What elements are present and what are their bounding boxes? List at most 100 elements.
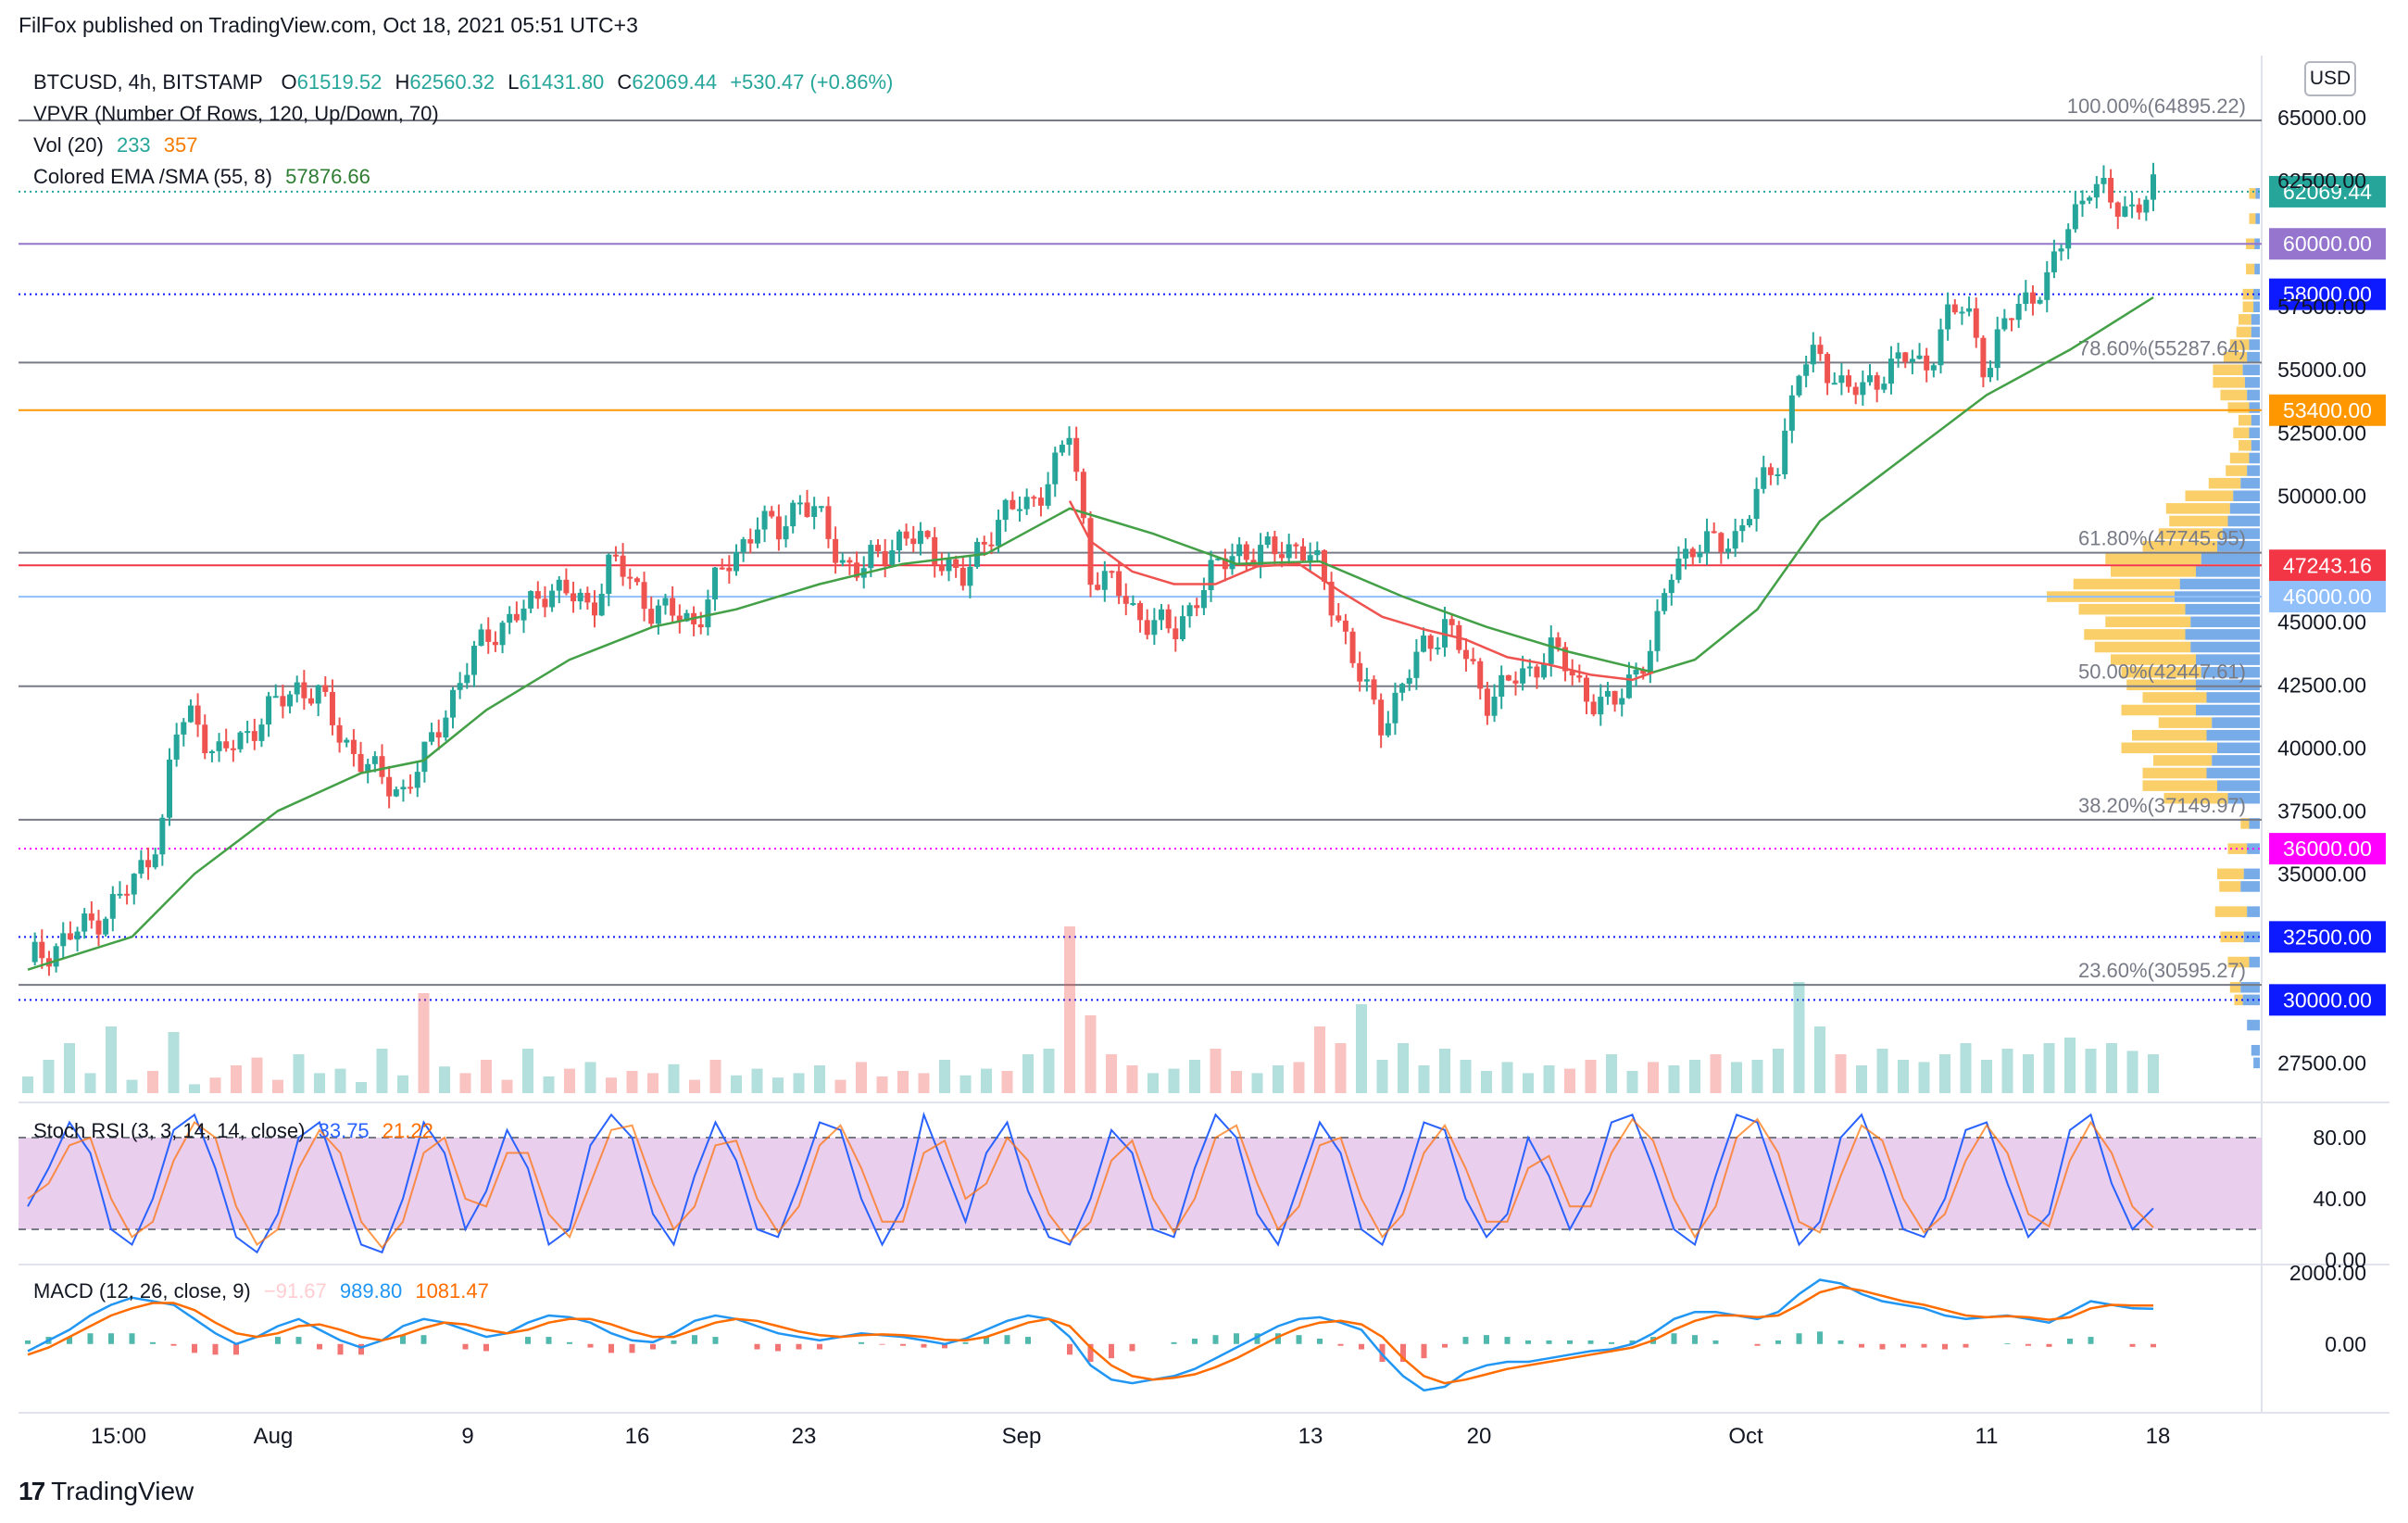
- symbol-label[interactable]: BTCUSD, 4h, BITSTAMP: [33, 70, 263, 94]
- candle-body: [1924, 355, 1930, 371]
- ema-line: [27, 296, 2154, 971]
- volume-bar: [1022, 1054, 1034, 1093]
- volume-bar: [459, 1073, 471, 1093]
- vpvr-legend-row[interactable]: VPVR (Number Of Rows, 120, Up/Down, 70): [33, 98, 893, 130]
- currency-button[interactable]: USD: [2304, 61, 2356, 96]
- ema-label[interactable]: Colored EMA /SMA (55, 8): [33, 165, 272, 188]
- candle-body: [1484, 688, 1490, 716]
- candle-body: [208, 750, 215, 754]
- candle-body: [2108, 177, 2114, 203]
- candle-body: [1109, 571, 1115, 573]
- candle-body: [1689, 548, 1696, 558]
- volume-bar: [543, 1076, 555, 1093]
- macd-hist-bar: [233, 1343, 239, 1355]
- tradingview-logo-icon: 17: [19, 1477, 45, 1505]
- candle-body: [1010, 499, 1016, 510]
- symbol-legend-row[interactable]: BTCUSD, 4h, BITSTAMP O61519.52 H62560.32…: [33, 67, 893, 98]
- candle-body: [103, 918, 109, 935]
- volume-bar: [1481, 1071, 1492, 1093]
- candle-body: [775, 516, 782, 540]
- footer-brand[interactable]: 17 TradingView: [19, 1477, 194, 1506]
- candle-body: [1505, 674, 1511, 681]
- vpvr-row-up: [2247, 1019, 2260, 1031]
- candle-body: [1031, 497, 1037, 499]
- candle-body: [924, 531, 931, 537]
- volume-bar: [2064, 1038, 2076, 1093]
- vpvr-row-up: [2253, 301, 2260, 313]
- vpvr-row-down: [2094, 641, 2191, 653]
- candle-body: [1130, 603, 1136, 606]
- candle-body: [379, 756, 385, 777]
- vpvr-row-down: [2233, 427, 2250, 439]
- volume-bar: [106, 1026, 117, 1093]
- candle-body: [1023, 497, 1030, 510]
- candle-body: [1647, 650, 1653, 674]
- candle-body: [818, 506, 824, 509]
- macd-hist-bar: [1942, 1343, 1948, 1350]
- candle-body: [1555, 637, 1561, 648]
- fib-level-label: 23.60%(30595.27): [2078, 959, 2246, 982]
- vpvr-row-up: [2206, 767, 2260, 779]
- volume-bar: [2023, 1054, 2034, 1093]
- volume-bar: [814, 1065, 825, 1093]
- macd-hist-bar: [942, 1343, 947, 1349]
- candle-body: [754, 529, 760, 544]
- candle-body: [365, 763, 371, 773]
- volume-legend-row[interactable]: Vol (20) 233 357: [33, 130, 893, 161]
- candle-body: [882, 551, 888, 565]
- volume-label[interactable]: Vol (20): [33, 133, 104, 157]
- ema-legend-row[interactable]: Colored EMA /SMA (55, 8) 57876.66: [33, 161, 893, 193]
- vpvr-row-up: [2244, 377, 2260, 388]
- vpvr-label[interactable]: VPVR (Number Of Rows, 120, Up/Down, 70): [33, 102, 439, 125]
- stoch-k-line: [27, 1111, 2154, 1254]
- candle-body: [74, 931, 81, 940]
- candle-body: [414, 772, 420, 788]
- candle-body: [1817, 345, 1824, 355]
- vpvr-row-down: [2217, 868, 2244, 880]
- candle-body: [1753, 488, 1760, 520]
- stoch-rsi-label[interactable]: Stoch RSI (3, 3, 14, 14, close): [33, 1119, 306, 1142]
- candle-body: [1888, 359, 1894, 384]
- vpvr-row-down: [2073, 578, 2180, 590]
- candle-body: [1045, 484, 1051, 506]
- candle-body: [996, 520, 1002, 547]
- candle-body: [1179, 616, 1185, 640]
- vpvr-row-down: [2208, 477, 2241, 489]
- vpvr-row-up: [2190, 616, 2260, 628]
- low-label: L: [508, 70, 520, 94]
- candle-body: [1357, 662, 1363, 682]
- candle-body: [88, 913, 94, 921]
- volume-bar: [1668, 1065, 1680, 1093]
- macd-hist-bar: [1671, 1333, 1677, 1344]
- vpvr-row-down: [2126, 679, 2196, 691]
- candle-body: [280, 696, 286, 707]
- candle-body: [39, 941, 45, 959]
- macd-hist-bar: [1129, 1343, 1135, 1352]
- candle-body: [187, 705, 194, 723]
- vpvr-row-up: [2251, 1044, 2260, 1056]
- candle-body: [528, 591, 534, 609]
- candle-body: [1697, 552, 1703, 558]
- vpvr-row-up: [2212, 717, 2260, 728]
- candle-body: [1852, 386, 1859, 396]
- candle-body: [1300, 546, 1306, 561]
- time-axis-tick: Aug: [254, 1424, 294, 1449]
- macd-hist-bar: [295, 1337, 302, 1344]
- macd-axis-tick: 2000.00: [2289, 1261, 2366, 1285]
- macd-legend[interactable]: MACD (12, 26, close, 9) −91.67 989.80 10…: [33, 1279, 489, 1303]
- candle-body: [549, 590, 556, 608]
- candle-body: [606, 554, 612, 595]
- volume-bar: [918, 1073, 930, 1093]
- volume-bar: [1106, 1054, 1117, 1093]
- macd-hist-bar: [1421, 1343, 1427, 1359]
- price-badge: [2269, 228, 2386, 260]
- macd-hist-bar: [1546, 1340, 1552, 1344]
- fib-level-label: 38.20%(37149.97): [2078, 794, 2246, 817]
- macd-label[interactable]: MACD (12, 26, close, 9): [33, 1279, 251, 1303]
- macd-hist-bar: [400, 1335, 406, 1344]
- candle-body: [2114, 202, 2121, 217]
- stoch-rsi-legend[interactable]: Stoch RSI (3, 3, 14, 14, close) 33.75 21…: [33, 1119, 433, 1143]
- vpvr-row-down: [2078, 603, 2186, 615]
- candle-body: [592, 602, 597, 616]
